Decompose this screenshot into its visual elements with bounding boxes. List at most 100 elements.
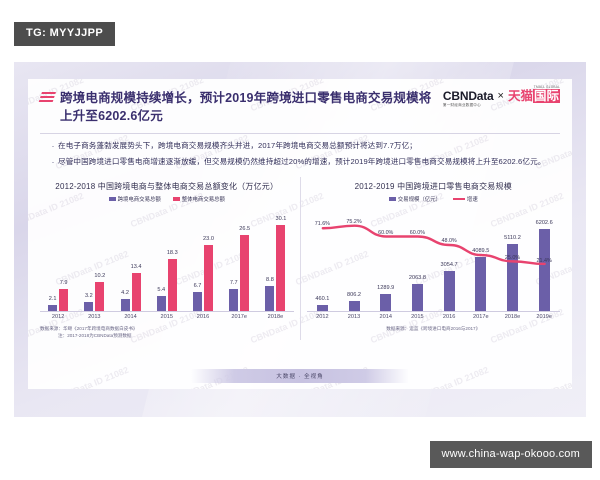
chart-note-line: 注：2017-2018为CBNData预测数据: [58, 333, 132, 339]
growth-rate-label: 25.0%: [504, 255, 521, 262]
banner-label: 大数据 · 全视角: [276, 374, 324, 380]
page-title: 跨境电商规模持续增长，预计2019年跨境进口零售电商交易规模将上升至6202.6…: [60, 91, 432, 124]
bar-group: 1289.9: [370, 207, 402, 312]
bar-transaction-scale: 6202.6: [536, 220, 553, 312]
tmall-text-1: 天猫: [507, 89, 533, 103]
x-axis-tick: 2014: [124, 314, 137, 321]
bar-transaction-scale: 4089.5: [472, 248, 489, 312]
bar-group: 3054.7: [433, 207, 465, 312]
chart-legend-right: 交易规模（亿元） 增速: [307, 195, 561, 203]
brand-separator-icon: ×: [497, 90, 504, 102]
cbndata-subtitle: 第一财经商业数据中心: [442, 103, 481, 107]
legend-swatch-purple: [108, 197, 116, 202]
tg-tag-badge: TG: MYYJJPP: [14, 22, 116, 46]
list-item: · 在电子商务蓬勃发展势头下，跨境电商交易规模齐头并进，2017年跨境电商交易总…: [48, 140, 556, 153]
bar-value-label: 2063.8: [408, 275, 426, 282]
bar-group: 3.2 10.2: [76, 207, 112, 312]
x-axis-tick: 2012: [316, 314, 329, 321]
x-axis-tick: 2016: [442, 314, 456, 321]
bar-total: 7.9: [59, 280, 69, 312]
plot-area-left: 2.1 7.9 3.2 10.2 4.2 13.4 5.4 18.3 6.7 23.0 7.7 26.…: [40, 207, 294, 313]
brand-lockup: CBNData 第一财经商业数据中心 × TMALL GLOBAL 天猫国际: [442, 85, 560, 107]
bullet-dot-icon: ·: [51, 156, 55, 167]
bar-total: 10.2: [94, 273, 105, 312]
x-axis-tick: 2019e: [536, 314, 552, 321]
chart-title-right: 2012-2019 中国跨境进口零售电商交易规模: [354, 182, 512, 192]
chart-note-left: 数据来源：华颐《2017年跨境电商数据白皮书》 注：2017-2018为CBND…: [40, 326, 294, 340]
bar-value-label: 7.9: [59, 279, 68, 286]
bar-group: 2063.8: [402, 207, 434, 312]
x-axis-tick: 2013: [347, 314, 361, 321]
x-axis-tick: 2017e: [473, 314, 489, 321]
growth-rate-label: 60.0%: [378, 229, 394, 236]
legend-label: 跨境电商交易总额: [117, 197, 161, 204]
bar-value-label: 18.3: [166, 249, 178, 256]
bar-value-label: 7.7: [229, 280, 238, 287]
url-watermark: www.china-wap-okooo.com: [429, 441, 592, 468]
bar-value-label: 4089.5: [472, 248, 490, 255]
bar-group: 7.7 26.5: [221, 207, 257, 312]
bar-transaction-scale: 1289.9: [377, 285, 394, 312]
bar-value-label: 4.2: [121, 290, 129, 297]
x-axis-labels-right: 2012 2013 2014 2015 2016 2017e 2018e 2019e: [307, 314, 561, 320]
title-divider: [40, 133, 560, 135]
growth-rate-label: 21.4%: [536, 257, 552, 264]
bar-cross-border: 6.7: [192, 283, 202, 312]
legend-label: 整体电商交易总额: [181, 197, 225, 204]
bar-group-container: 460.1 806.2 1289.9 2063.8 3054.7 4089.5 5110.2…: [307, 207, 561, 312]
bar-value-label: 806.2: [347, 291, 362, 298]
bullet-list: · 在电子商务蓬勃发展势头下，跨境电商交易规模齐头并进，2017年跨境电商交易总…: [28, 134, 572, 175]
bar-value-label: 13.4: [130, 263, 142, 270]
x-axis-tick: 2015: [160, 314, 173, 321]
bar-transaction-scale: 460.1: [315, 296, 329, 312]
bar-cross-border: 8.8: [265, 277, 275, 312]
bar-total: 18.3: [167, 250, 178, 312]
legend-label: 增速: [466, 197, 478, 204]
bar-value-label: 3.2: [84, 293, 93, 300]
x-axis-tick: 2016: [196, 314, 210, 321]
bar-group: 4089.5: [465, 207, 497, 312]
legend-item: 整体电商交易总额: [172, 195, 225, 204]
x-axis-tick: 2013: [88, 314, 101, 321]
bar-value-label: 3054.7: [440, 262, 458, 269]
x-axis-tick: 2017e: [231, 314, 247, 321]
bar-value-label: 5110.2: [504, 234, 521, 241]
bullet-text: 尽管中国跨境进口零售电商增速逐渐放缓，但交易规模仍然维持超过20%的增速，预计2…: [58, 156, 546, 166]
growth-rate-label: 60.0%: [409, 229, 426, 236]
bar-group: 6202.6: [528, 207, 560, 312]
bars-icon: [38, 91, 57, 105]
bar-value-label: 23.0: [203, 236, 214, 243]
chart-note-right: 数据来源：运蓝《跨境进口电商2016与2017》: [307, 326, 561, 333]
bar-value-label: 1289.9: [377, 285, 395, 292]
x-axis-tick: 2018e: [267, 314, 284, 321]
bar-total: 30.1: [275, 216, 286, 312]
x-axis-tick: 2014: [379, 314, 392, 321]
legend-swatch-purple: [388, 197, 396, 202]
bar-group: 2.1 7.9: [40, 207, 76, 312]
bullet-dot-icon: ·: [51, 141, 55, 152]
chart-panel-left: 2012-2018 中国跨境电商与整体电商交易总额变化（万亿元） 跨境电商交易总…: [34, 177, 301, 341]
bar-group: 8.8 30.1: [257, 207, 293, 312]
bar-total: 13.4: [131, 264, 141, 312]
x-axis-tick: 2018e: [504, 314, 521, 321]
banner-background: [191, 369, 409, 383]
legend-item: 交易规模（亿元）: [388, 195, 441, 203]
chart-panel-right: 2012-2019 中国跨境进口零售电商交易规模 交易规模（亿元） 增速 460…: [301, 177, 567, 340]
growth-rate-label: 75.2%: [346, 218, 362, 225]
chart-legend-left: 跨境电商交易总额 整体电商交易总额: [40, 195, 294, 203]
bar-group-container: 2.1 7.9 3.2 10.2 4.2 13.4 5.4 18.3 6.7 23.0 7.7 26.…: [40, 207, 294, 312]
tmall-global-subtitle: TMALL GLOBAL: [533, 85, 560, 89]
bar-cross-border: 3.2: [84, 293, 94, 312]
tmall-text-2: 国际: [532, 89, 560, 103]
bar-value-label: 6.7: [193, 283, 202, 290]
bar-group: 460.1: [307, 207, 339, 312]
bar-group: 5.4 18.3: [149, 207, 185, 312]
bar-value-label: 5.4: [157, 286, 166, 293]
bar-total: 23.0: [203, 236, 214, 312]
bar-group: 6.7 23.0: [185, 207, 221, 312]
chart-note-line: 数据来源：华颐《2017年跨境电商数据白皮书》: [40, 326, 138, 332]
bar-total: 26.5: [239, 226, 250, 312]
x-axis-tick: 2015: [411, 314, 424, 321]
bar-value-label: 6202.6: [535, 220, 553, 227]
